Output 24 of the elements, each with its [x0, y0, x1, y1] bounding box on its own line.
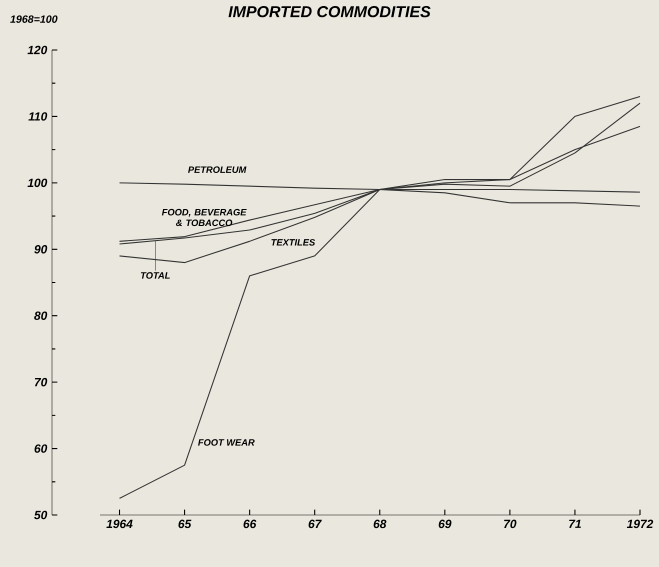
y-tick-label: 60: [34, 444, 48, 453]
x-tick-label: 71: [569, 520, 581, 528]
x-tick-label: 1972: [626, 520, 654, 528]
x-tick-label: 66: [244, 520, 256, 528]
series-label: FOOD, BEVERAGE & TOBACCO: [162, 208, 247, 226]
series-label: FOOT WEAR: [198, 439, 255, 446]
y-tick-label: 110: [28, 112, 48, 121]
y-tick-label: 90: [34, 245, 48, 254]
y-axis-title: 1968=100: [10, 15, 58, 23]
x-tick-label: 65: [178, 520, 192, 528]
x-tick-label: 68: [374, 520, 386, 528]
x-tick-label: 67: [308, 520, 322, 528]
x-tick-label: 69: [438, 520, 452, 528]
x-tick-label: 70: [504, 520, 516, 528]
y-tick-label: 70: [34, 378, 48, 386]
y-tick-label: 120: [28, 46, 48, 54]
text: TOTAL: [140, 272, 170, 279]
y-tick-label: 80: [34, 311, 48, 320]
series-label: PETROLEUM: [188, 166, 246, 173]
y-tick-label: 50: [34, 510, 48, 520]
y-tick-label: 100: [28, 178, 48, 188]
series-label: TEXTILES: [271, 239, 316, 246]
chart-title: IMPORTED COMMODITIES: [228, 6, 431, 18]
x-tick-label: 1964: [106, 520, 133, 528]
